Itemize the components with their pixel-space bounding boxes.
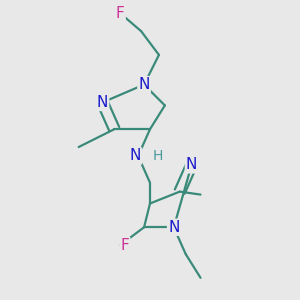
Text: H: H <box>153 149 163 163</box>
Text: F: F <box>120 238 129 253</box>
Text: F: F <box>116 6 125 21</box>
Text: N: N <box>168 220 179 235</box>
Text: N: N <box>130 148 141 164</box>
Text: N: N <box>138 77 150 92</box>
Text: N: N <box>186 158 197 172</box>
Text: N: N <box>97 95 108 110</box>
